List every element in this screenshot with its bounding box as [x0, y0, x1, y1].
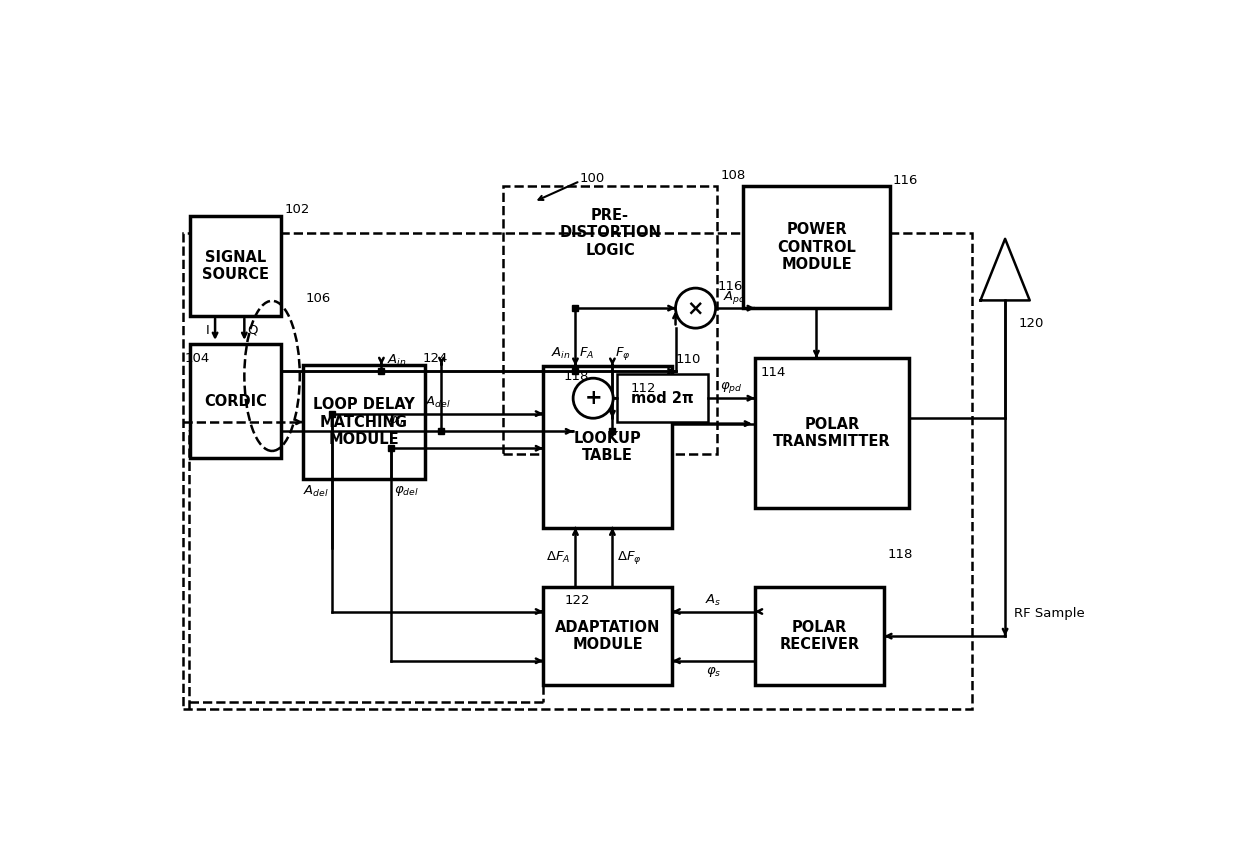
Text: LOOKUP
TABLE: LOOKUP TABLE	[574, 431, 641, 463]
Bar	[618, 374, 708, 422]
Text: $A_{pd}$: $A_{pd}$	[723, 289, 746, 306]
Text: POLAR
RECEIVER: POLAR RECEIVER	[780, 620, 859, 652]
Text: I: I	[206, 324, 210, 337]
Bar	[182, 232, 972, 709]
Bar	[191, 215, 281, 315]
Text: $\varphi_{in}$: $\varphi_{in}$	[388, 414, 405, 427]
Bar	[503, 187, 717, 455]
Text: POWER
CONTROL
MODULE: POWER CONTROL MODULE	[777, 222, 856, 272]
Text: $A_s$: $A_s$	[706, 593, 722, 608]
Text: SIGNAL
SOURCE: SIGNAL SOURCE	[202, 249, 269, 282]
Text: 114: 114	[761, 365, 786, 378]
Bar	[191, 344, 281, 458]
Bar	[755, 587, 884, 685]
Bar	[743, 187, 889, 308]
Text: $A_{del}$: $A_{del}$	[303, 484, 329, 499]
Text: 120: 120	[1019, 317, 1044, 330]
Text: $F_\varphi$: $F_\varphi$	[615, 345, 631, 362]
Bar	[543, 365, 672, 527]
Text: 100: 100	[580, 172, 605, 185]
Text: 108: 108	[720, 170, 745, 182]
Text: $\Delta F_A$: $\Delta F_A$	[547, 550, 570, 565]
Bar	[303, 365, 424, 479]
Text: RF Sample: RF Sample	[1014, 606, 1085, 620]
Text: 106: 106	[306, 293, 331, 305]
Text: ×: ×	[687, 298, 704, 318]
Text: ADAPTATION
MODULE: ADAPTATION MODULE	[556, 620, 661, 652]
Text: 112: 112	[631, 382, 656, 394]
Text: Q: Q	[247, 324, 257, 337]
Text: POLAR
TRANSMITTER: POLAR TRANSMITTER	[773, 417, 890, 449]
Text: 116: 116	[893, 174, 918, 187]
Text: 104: 104	[185, 352, 210, 365]
Text: $\varphi_s$: $\varphi_s$	[706, 665, 720, 678]
Text: mod 2π: mod 2π	[631, 391, 693, 405]
Bar	[543, 587, 672, 685]
Text: 102: 102	[284, 203, 310, 216]
Text: $F_A$: $F_A$	[579, 346, 594, 361]
Text: 122: 122	[564, 594, 590, 607]
Text: $A_{in}$: $A_{in}$	[387, 353, 407, 368]
Text: LOOP DELAY
MATCHING
MODULE: LOOP DELAY MATCHING MODULE	[312, 397, 414, 447]
Text: $A_{in}$: $A_{in}$	[552, 346, 570, 361]
Bar	[755, 358, 909, 508]
Text: 118: 118	[564, 370, 589, 383]
Text: $\varphi_{del}$: $\varphi_{del}$	[394, 484, 419, 499]
Text: $A_{del}$: $A_{del}$	[424, 395, 450, 410]
Circle shape	[676, 288, 715, 328]
Text: $\Delta F_\varphi$: $\Delta F_\varphi$	[618, 550, 642, 566]
Text: PRE-
DISTORTION
LOGIC: PRE- DISTORTION LOGIC	[559, 208, 661, 258]
Text: +: +	[584, 388, 601, 408]
Circle shape	[573, 378, 613, 418]
Text: 116: 116	[717, 280, 743, 293]
Text: $\varphi_{pd}$: $\varphi_{pd}$	[719, 380, 743, 395]
Text: 124: 124	[422, 353, 448, 365]
Text: 118: 118	[888, 548, 913, 561]
Text: 110: 110	[676, 354, 701, 366]
Text: CORDIC: CORDIC	[205, 393, 268, 409]
